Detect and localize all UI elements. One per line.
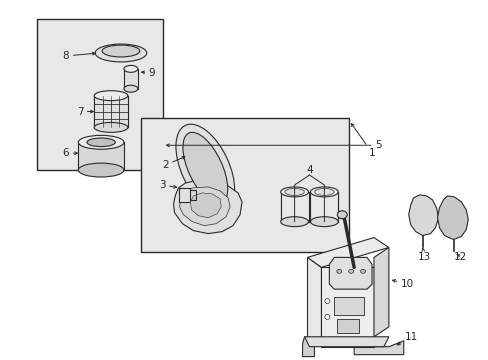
Ellipse shape xyxy=(94,91,128,100)
Bar xyxy=(334,297,364,315)
Polygon shape xyxy=(304,337,388,347)
Bar xyxy=(280,192,308,222)
Bar xyxy=(310,192,338,222)
Ellipse shape xyxy=(280,187,308,197)
Polygon shape xyxy=(328,257,371,289)
Text: 3: 3 xyxy=(159,180,176,190)
Bar xyxy=(337,319,358,333)
Ellipse shape xyxy=(360,269,365,273)
Text: 5: 5 xyxy=(166,140,381,150)
Ellipse shape xyxy=(87,138,115,147)
Bar xyxy=(37,19,163,170)
Text: 12: 12 xyxy=(453,252,466,262)
Ellipse shape xyxy=(102,45,140,57)
Polygon shape xyxy=(437,196,468,239)
Polygon shape xyxy=(321,267,373,347)
Text: 4: 4 xyxy=(305,165,312,175)
Bar xyxy=(141,118,348,252)
Ellipse shape xyxy=(310,187,338,197)
Text: 11: 11 xyxy=(396,332,417,345)
Polygon shape xyxy=(173,180,242,234)
Polygon shape xyxy=(408,195,438,235)
Text: 13: 13 xyxy=(417,248,430,262)
Polygon shape xyxy=(179,187,230,226)
Text: 7: 7 xyxy=(77,107,93,117)
Ellipse shape xyxy=(280,217,308,227)
Text: 8: 8 xyxy=(62,51,95,61)
Ellipse shape xyxy=(336,269,341,273)
Polygon shape xyxy=(307,257,321,347)
Ellipse shape xyxy=(348,269,353,273)
Polygon shape xyxy=(353,341,403,355)
Bar xyxy=(78,142,123,170)
Ellipse shape xyxy=(183,132,227,204)
Ellipse shape xyxy=(123,66,138,72)
Ellipse shape xyxy=(176,124,234,212)
Polygon shape xyxy=(373,247,388,337)
Ellipse shape xyxy=(324,314,329,319)
Ellipse shape xyxy=(314,188,333,195)
Text: 2: 2 xyxy=(162,157,184,170)
Ellipse shape xyxy=(95,44,146,62)
Bar xyxy=(94,96,128,127)
Ellipse shape xyxy=(123,85,138,92)
Ellipse shape xyxy=(337,211,346,219)
Bar xyxy=(178,188,190,202)
Text: 10: 10 xyxy=(392,279,413,289)
Bar xyxy=(123,69,138,89)
Text: 1: 1 xyxy=(351,123,375,158)
Text: 9: 9 xyxy=(142,68,155,78)
Ellipse shape xyxy=(78,163,123,177)
Ellipse shape xyxy=(78,135,123,149)
Ellipse shape xyxy=(324,298,329,303)
Ellipse shape xyxy=(285,188,304,195)
Ellipse shape xyxy=(310,217,338,227)
Polygon shape xyxy=(190,193,221,218)
Polygon shape xyxy=(307,238,388,267)
Polygon shape xyxy=(302,337,314,357)
Text: 6: 6 xyxy=(62,148,77,158)
Ellipse shape xyxy=(94,122,128,132)
